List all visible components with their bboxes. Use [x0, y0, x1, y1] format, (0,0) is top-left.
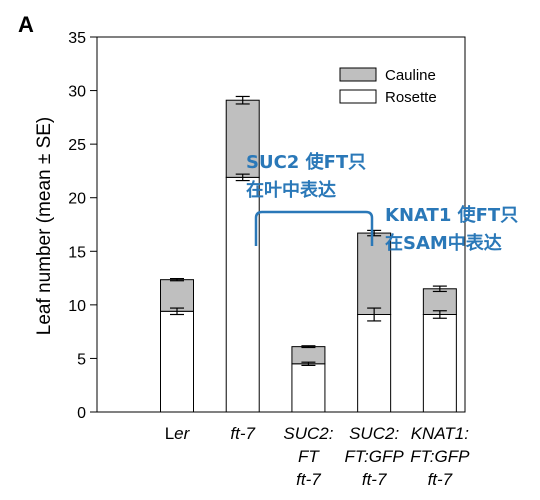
x-tick-label-0: Ler — [165, 424, 191, 443]
y-tick-label-20: 20 — [68, 191, 86, 208]
y-tick-label-0: 0 — [77, 405, 86, 422]
y-tick-label-10: 10 — [68, 298, 86, 315]
y-tick-label-15: 15 — [68, 244, 86, 261]
bar-rosette-1 — [225, 176, 260, 413]
panel-label: A — [18, 12, 34, 37]
y-axis-label: Leaf number (mean ± SE) — [34, 117, 55, 335]
annotation-suc2-line-2: 在叶中表达 — [246, 179, 336, 201]
bar-rosette-0 — [160, 310, 194, 413]
annotation-suc2-line-1: SUC2 使FT只 — [246, 152, 366, 173]
legend-swatch-rosette — [339, 89, 377, 104]
legend: Cauline Rosette — [339, 67, 437, 106]
legend-swatch-cauline — [339, 67, 377, 82]
bar-cauline-2 — [291, 346, 326, 365]
legend-label-rosette: Rosette — [385, 89, 437, 106]
bar-rosette-4 — [422, 314, 457, 413]
x-tick-label-4-line-1: FT:GFP — [410, 447, 470, 466]
x-tick-label-2-line-2: ft-7 — [296, 470, 321, 489]
x-tick-label-3-line-1: FT:GFP — [345, 447, 405, 466]
bar-cauline-0 — [160, 279, 194, 312]
y-tick-label-25: 25 — [68, 137, 86, 154]
annotation-knat1-line-2: 在SAM中表达 — [385, 232, 502, 254]
y-tick-label-35: 35 — [68, 30, 86, 47]
x-tick-label-1-line-0: ft-7 — [230, 424, 255, 443]
bar-rosette-2 — [291, 363, 326, 413]
bar-rosette-3 — [357, 314, 392, 413]
x-tick-label-3-line-2: ft-7 — [362, 470, 387, 489]
annotation-bracket — [254, 210, 374, 246]
annotation-suc2: SUC2 使FT只 在叶中表达 — [246, 152, 366, 201]
x-tick-label-4-line-0: KNAT1: — [411, 424, 470, 443]
y-tick-label-30: 30 — [68, 84, 86, 101]
annotation-knat1-line-1: KNAT1 使FT只 — [385, 205, 518, 226]
plot-frame — [96, 36, 466, 413]
x-tick-label-2-line-0: SUC2: — [283, 424, 333, 443]
annotation-knat1: KNAT1 使FT只 在SAM中表达 — [385, 205, 518, 254]
legend-label-cauline: Cauline — [385, 67, 436, 84]
x-tick-label-2-line-1: FT — [298, 447, 320, 466]
y-tick-label-5: 5 — [77, 351, 86, 368]
x-tick-label-3-line-0: SUC2: — [349, 424, 399, 443]
x-tick-label-4-line-2: ft-7 — [428, 470, 453, 489]
